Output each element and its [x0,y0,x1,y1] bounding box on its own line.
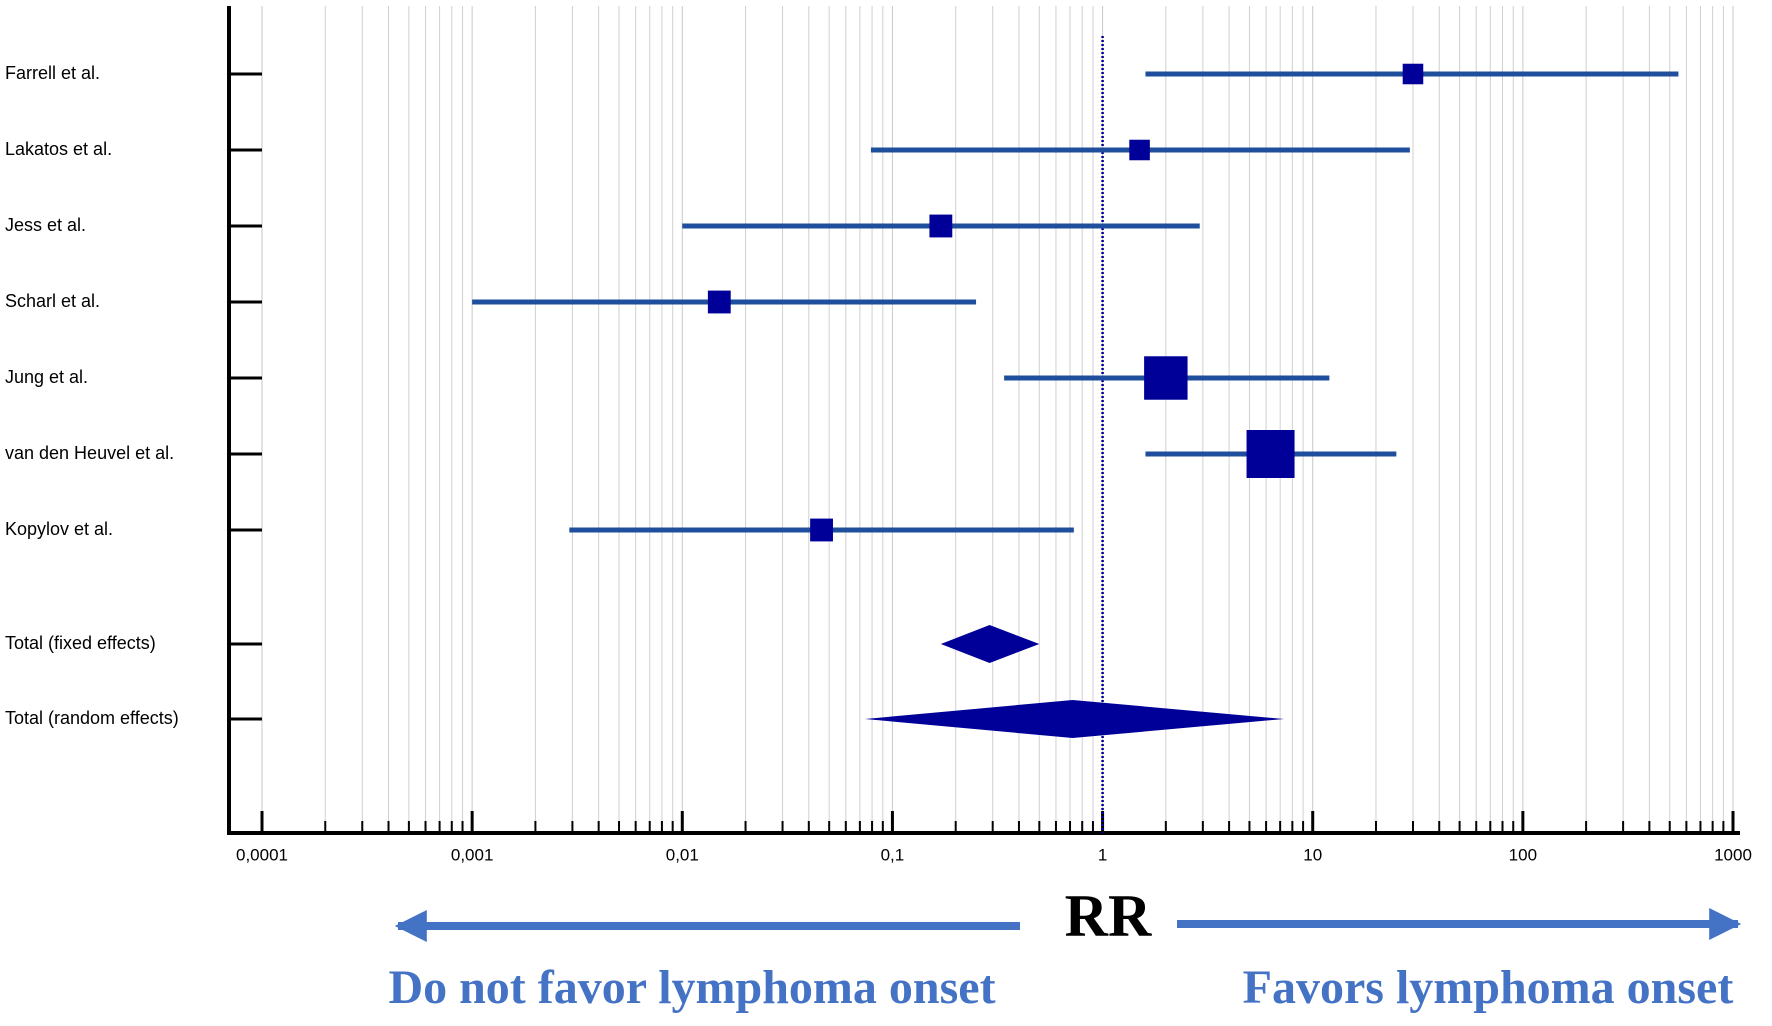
x-axis-label: RR [1065,883,1152,949]
category-label: Jess et al. [5,215,86,235]
point-estimate [929,214,953,238]
category-label: Scharl et al. [5,291,100,311]
category-label: Farrell et al. [5,63,100,83]
summary-diamond [940,625,1040,663]
right-annotation: Favors lymphoma onset [1243,961,1734,1014]
point-estimate [1402,63,1424,85]
category-label: Jung et al. [5,367,88,387]
x-tick-label: 0,001 [451,845,494,864]
grid [260,6,1735,833]
x-tick-label: 100 [1509,845,1537,864]
x-tick-label: 0,0001 [236,845,288,864]
x-tick-label: 0,1 [881,845,905,864]
x-tick-label: 10 [1303,845,1322,864]
point-estimate [1129,139,1150,161]
summary-diamond [864,700,1284,738]
category-label: Total (random effects) [5,708,179,728]
category-label: Lakatos et al. [5,139,112,159]
x-tick-label: 0,01 [666,845,699,864]
left-annotation: Do not favor lymphoma onset [388,961,995,1014]
point-estimate [707,290,731,314]
category-label: Total (fixed effects) [5,633,156,653]
x-tick-label: 1000 [1714,845,1752,864]
point-estimate [810,518,833,542]
x-tick-label: 1 [1098,845,1107,864]
point-estimate [1246,430,1295,478]
plot [472,36,1679,833]
point-estimate [1144,356,1188,400]
category-label: Kopylov et al. [5,519,113,539]
category-label: van den Heuvel et al. [5,443,174,463]
